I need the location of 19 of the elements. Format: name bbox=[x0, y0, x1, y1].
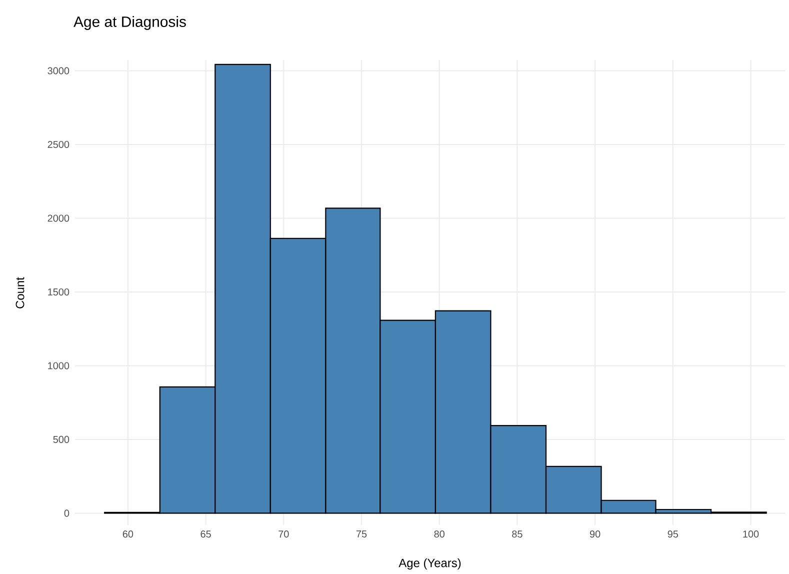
x-tick-label: 70 bbox=[278, 530, 289, 538]
x-tick-label: 95 bbox=[668, 530, 678, 538]
y-tick-label: 0 bbox=[64, 510, 70, 517]
x-tick-label: 75 bbox=[356, 530, 367, 538]
y-tick-label: 1500 bbox=[48, 288, 70, 296]
y-tick-label: 1000 bbox=[48, 362, 70, 370]
y-tick-label: 2000 bbox=[48, 214, 70, 222]
y-tick-label: 3000 bbox=[48, 67, 70, 74]
x-tick-label: 85 bbox=[512, 530, 522, 538]
y-tick-label: 2500 bbox=[48, 140, 70, 148]
y-tick-label: 500 bbox=[53, 436, 70, 443]
x-tick-label: 90 bbox=[590, 530, 600, 538]
x-tick-label: 100 bbox=[743, 530, 759, 538]
chart-title: Age at Diagnosis bbox=[74, 16, 186, 30]
x-axis-title: Age (Years) bbox=[398, 558, 461, 570]
x-tick-label: 60 bbox=[122, 530, 134, 538]
x-tick-label: 65 bbox=[200, 530, 211, 538]
x-tick-label: 80 bbox=[434, 530, 444, 538]
y-axis-title: Count bbox=[16, 277, 24, 308]
